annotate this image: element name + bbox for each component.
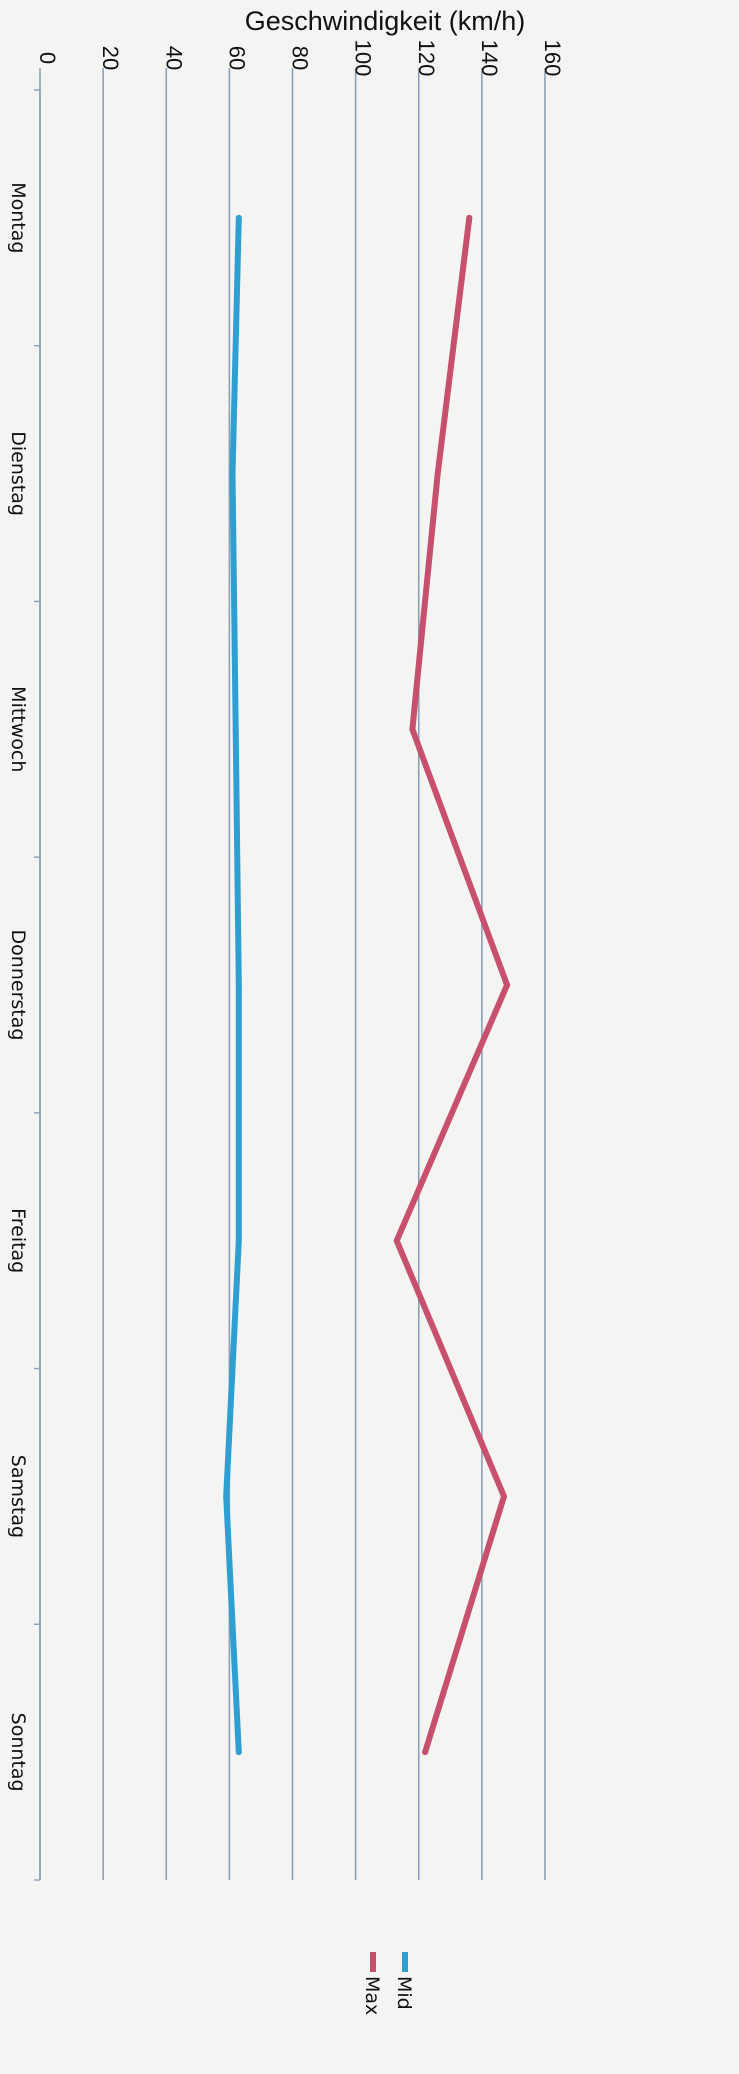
- category-label-freitag: Freitag: [7, 1208, 29, 1273]
- category-label-samstag: Samstag: [7, 1455, 29, 1538]
- data-point-max: [504, 982, 511, 988]
- data-point-mid: [235, 982, 242, 988]
- data-point-mid: [232, 726, 239, 733]
- data-point-max: [434, 470, 441, 477]
- gridlines: [39, 68, 546, 1880]
- data-point-mid: [235, 1237, 242, 1244]
- series-lines: [223, 214, 511, 1756]
- value-tick-label: 0: [35, 52, 60, 64]
- value-tick-label: 20: [98, 46, 123, 70]
- value-tick-labels: 0 20 40 60 80 100 120 140 160: [35, 40, 565, 77]
- data-point-mid: [235, 214, 242, 221]
- data-point-mid: [235, 1749, 242, 1756]
- category-label-donnerstag: Donnerstag: [7, 930, 29, 1041]
- data-point-max: [500, 1493, 507, 1500]
- data-point-max: [422, 1749, 429, 1756]
- category-label-montag: Montag: [7, 182, 29, 253]
- value-tick-label: 80: [288, 46, 313, 70]
- value-tick-label: 120: [414, 40, 439, 77]
- category-tick-labels: Montag Dienstag Mittwoch Donnerstag Freitag S…: [7, 182, 29, 1791]
- value-axis-title: Geschwindigkeit (km/h): [245, 6, 526, 36]
- category-label-dienstag: Dienstag: [7, 431, 29, 516]
- legend-label-max: Max: [361, 1976, 383, 2015]
- data-point-mid: [229, 470, 236, 477]
- value-tick-label: 60: [224, 46, 249, 70]
- data-point-max: [466, 214, 473, 221]
- data-point-max: [393, 1237, 400, 1244]
- value-tick-label: 40: [161, 46, 186, 70]
- category-axis: [34, 89, 41, 1881]
- legend: Mid Max: [361, 1952, 415, 2015]
- value-tick-label: 160: [540, 40, 565, 77]
- category-label-mittwoch: Mittwoch: [7, 686, 29, 772]
- value-tick-label: 100: [351, 40, 376, 77]
- legend-label-mid: Mid: [393, 1976, 415, 2010]
- category-label-sonntag: Sonntag: [7, 1713, 29, 1792]
- data-point-mid: [223, 1493, 230, 1500]
- value-tick-label: 140: [477, 40, 502, 77]
- data-point-max: [409, 726, 416, 733]
